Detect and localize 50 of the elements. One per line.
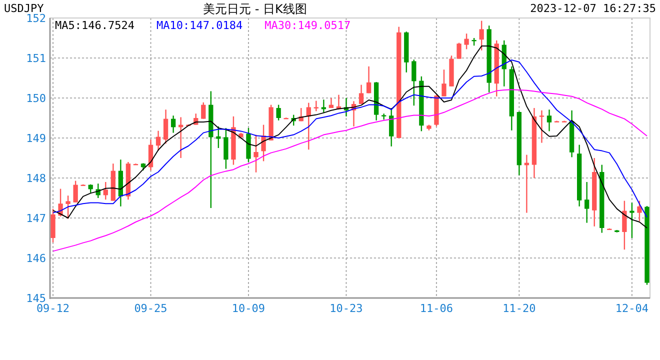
candlestick [637,200,642,222]
candlestick [412,59,416,106]
x-tick-label: 10-09 [232,302,266,315]
candlestick [539,110,544,144]
candlestick [456,42,462,60]
candlestick [306,102,311,150]
x-tick-label: 09-12 [36,302,70,315]
candlestick [66,195,70,220]
legend: MA5:146.7524 MA10:147.0184 MA30:149.0517 [55,19,351,32]
candlestick [464,33,469,50]
y-tick-label: 145 [26,292,46,305]
candlestick [73,180,78,203]
x-tick-label: 12-04 [615,302,649,315]
y-tick-label: 148 [26,172,46,185]
y-tick-label: 146 [26,252,46,265]
y-tick-label: 152 [26,12,46,25]
chart-subtitle: USDJPY [4,2,44,15]
x-tick-label: 11-06 [420,302,454,315]
candlestick [584,181,590,224]
candlestick [358,84,364,105]
candlestick [254,134,258,173]
candlestick [630,202,634,239]
text: 2023-12-07 16:27:35 [530,2,656,15]
candlestick [622,200,627,250]
candlestick [276,104,281,121]
candlestick [546,109,552,132]
candlestick [442,69,446,97]
candlestick [224,127,228,170]
x-tick-label: 09-25 [134,302,168,315]
candlestick [382,113,386,120]
candlestick [103,181,108,200]
candlestick [261,124,266,162]
candlestick [366,66,372,94]
y-tick-label: 151 [26,52,46,65]
y-tick-label: 149 [26,132,46,145]
candlestick [156,130,161,152]
x-tick-label: 11-20 [502,302,536,315]
candlestick [479,20,484,51]
candlestick [170,115,176,134]
candlestick [201,102,206,120]
chart-title: 美元日元 - 日K线图 [203,2,307,16]
candlestick [321,99,326,113]
y-tick-label: 147 [26,212,46,225]
x-tick-label: 10-23 [330,302,363,315]
candlestick [314,100,318,112]
candlestick [216,126,221,149]
candlestick [163,109,168,144]
candlestick [50,208,56,243]
y-tick-label: 150 [26,92,46,105]
candlestick [389,107,394,147]
